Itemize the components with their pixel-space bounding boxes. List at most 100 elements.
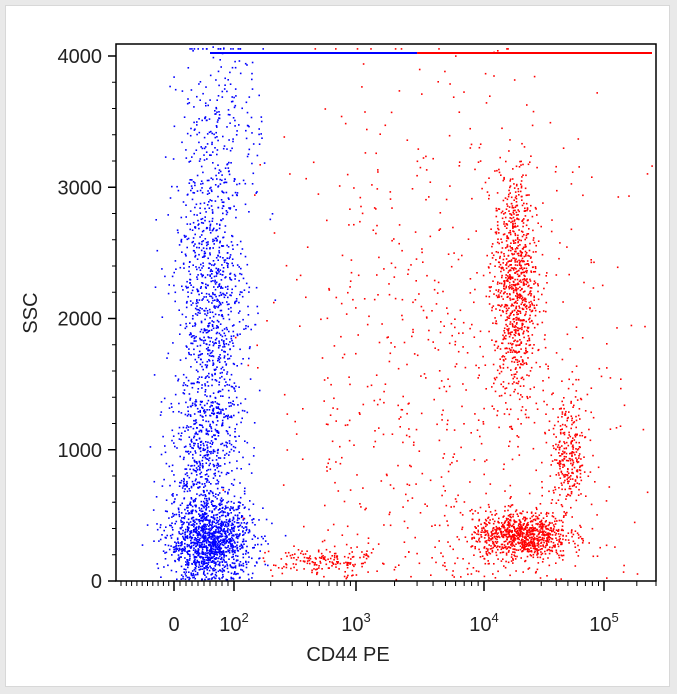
data-point xyxy=(192,520,195,523)
data-point xyxy=(222,205,225,207)
data-point xyxy=(519,339,521,341)
data-point xyxy=(214,573,217,576)
data-point xyxy=(522,219,524,221)
data-point xyxy=(525,283,527,286)
data-point xyxy=(500,295,503,298)
data-point xyxy=(516,237,519,239)
data-point xyxy=(199,514,201,517)
data-point xyxy=(196,522,198,525)
data-point xyxy=(519,267,521,270)
data-point xyxy=(224,167,227,169)
data-point xyxy=(194,570,197,573)
data-point xyxy=(233,324,235,326)
data-point xyxy=(206,562,208,564)
data-point xyxy=(554,534,557,536)
data-point xyxy=(187,513,190,515)
data-point xyxy=(506,325,509,327)
data-point xyxy=(224,361,226,363)
data-point xyxy=(512,349,515,351)
data-point xyxy=(204,364,207,366)
data-point xyxy=(190,510,193,513)
data-point xyxy=(232,330,235,333)
data-point xyxy=(554,544,556,546)
data-point xyxy=(544,546,547,549)
data-point xyxy=(222,270,225,273)
data-point xyxy=(227,358,229,360)
data-point xyxy=(221,335,224,338)
data-point xyxy=(226,148,228,150)
data-point xyxy=(513,361,516,363)
data-point xyxy=(533,551,536,554)
data-point xyxy=(562,529,564,532)
data-point xyxy=(251,183,254,185)
data-point xyxy=(511,276,514,279)
data-point xyxy=(525,252,528,254)
data-point xyxy=(562,538,564,541)
data-point xyxy=(197,354,200,357)
data-point xyxy=(198,468,201,470)
data-point xyxy=(497,281,499,283)
data-point xyxy=(209,340,211,343)
data-point xyxy=(187,429,189,431)
data-point xyxy=(224,84,226,86)
data-point xyxy=(210,537,213,540)
data-point xyxy=(487,560,489,562)
data-point xyxy=(158,540,160,542)
data-point xyxy=(180,556,182,558)
data-point xyxy=(202,222,205,224)
data-point xyxy=(224,351,226,353)
data-point xyxy=(213,539,215,541)
data-point xyxy=(520,394,522,396)
data-point xyxy=(239,310,241,312)
data-point xyxy=(185,401,187,404)
data-point xyxy=(202,505,205,508)
data-point xyxy=(168,548,171,551)
data-point xyxy=(206,179,209,182)
data-point xyxy=(516,352,518,354)
data-point xyxy=(211,532,214,534)
data-point xyxy=(213,560,215,563)
data-point xyxy=(193,419,195,422)
data-point xyxy=(536,550,539,553)
data-point xyxy=(206,572,209,575)
data-point xyxy=(188,476,191,479)
data-point xyxy=(192,302,194,304)
data-point xyxy=(209,223,212,226)
data-point xyxy=(508,531,510,534)
data-point xyxy=(551,522,553,524)
data-point xyxy=(224,561,226,563)
data-point xyxy=(508,533,510,536)
data-point xyxy=(542,532,544,534)
data-point xyxy=(511,323,514,326)
data-point xyxy=(504,247,507,249)
data-point xyxy=(185,322,187,325)
data-point xyxy=(502,385,505,388)
data-point xyxy=(228,405,231,408)
data-point xyxy=(219,457,222,459)
data-point xyxy=(555,532,557,535)
data-point xyxy=(505,227,508,229)
data-point xyxy=(230,572,233,575)
data-point xyxy=(231,543,234,545)
data-point xyxy=(529,396,531,398)
data-point xyxy=(239,548,241,550)
data-point xyxy=(186,102,189,105)
data-point xyxy=(495,251,498,253)
data-point xyxy=(512,343,514,345)
data-point xyxy=(223,145,226,147)
data-point xyxy=(488,539,491,542)
data-point xyxy=(525,349,527,352)
data-point xyxy=(166,534,168,537)
data-point xyxy=(531,266,534,269)
data-point xyxy=(529,530,531,532)
series-points xyxy=(222,48,653,581)
data-point xyxy=(524,519,527,521)
data-point xyxy=(181,550,183,552)
data-point xyxy=(531,310,533,312)
data-point xyxy=(526,511,528,514)
data-point xyxy=(534,267,537,270)
data-point xyxy=(187,550,189,552)
data-point xyxy=(202,551,205,554)
data-point xyxy=(215,275,218,277)
data-point xyxy=(223,296,226,299)
